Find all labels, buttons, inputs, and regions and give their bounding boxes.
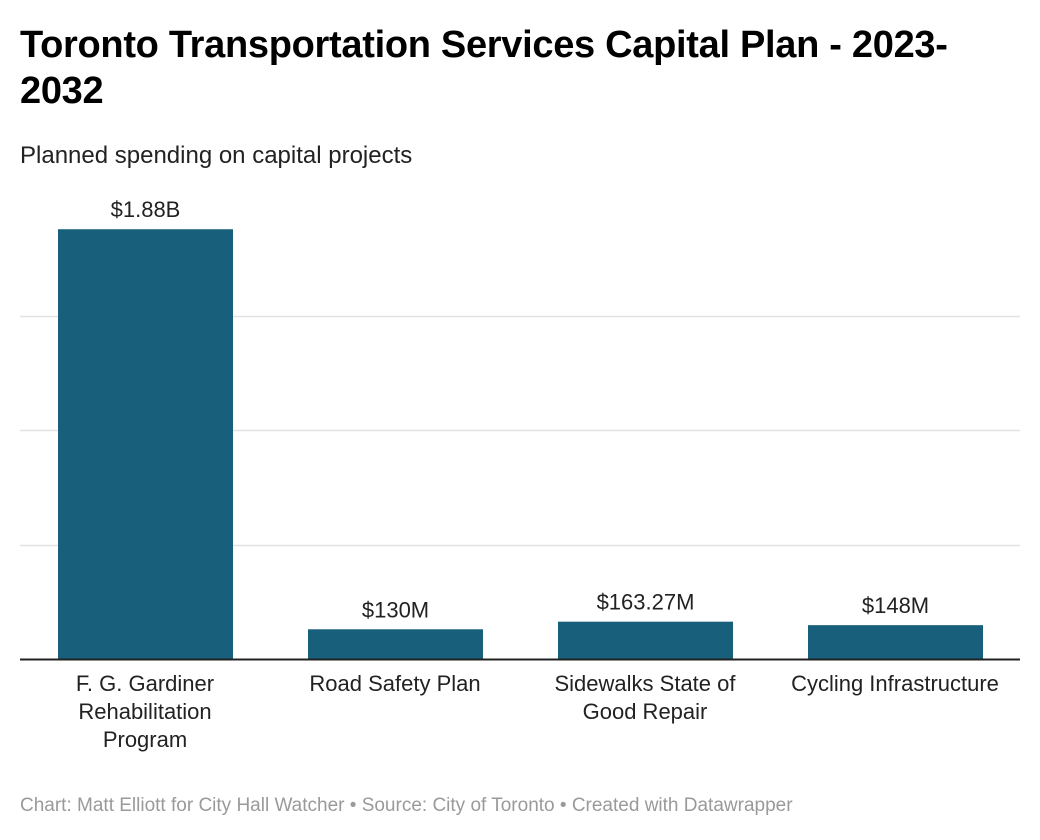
category-label-gardiner: F. G. Gardiner Rehabilitation Program xyxy=(75,671,215,752)
category-label-cycling: Cycling Infrastructure xyxy=(791,671,999,696)
chart-subtitle: Planned spending on capital projects xyxy=(20,142,413,169)
chart-title: Toronto Transportation Services Capital … xyxy=(20,24,948,112)
bar-cycling xyxy=(808,625,983,659)
chart-footer: Chart: Matt Elliott for City Hall Watche… xyxy=(20,795,793,816)
value-label-sidewalks: $163.27M xyxy=(597,590,695,615)
value-label-cycling: $148M xyxy=(862,593,929,618)
value-label-road-safety: $130M xyxy=(362,597,429,622)
bar-road-safety xyxy=(308,629,483,659)
value-label-gardiner: $1.88B xyxy=(111,197,181,222)
bars xyxy=(58,229,983,659)
bar-gardiner xyxy=(58,229,233,659)
category-label-sidewalks: Sidewalks State of Good Repair xyxy=(554,671,736,724)
bar-sidewalks xyxy=(558,621,733,659)
category-label-road-safety: Road Safety Plan xyxy=(309,671,481,696)
value-labels: $1.88B $130M $163.27M $148M xyxy=(111,197,930,622)
